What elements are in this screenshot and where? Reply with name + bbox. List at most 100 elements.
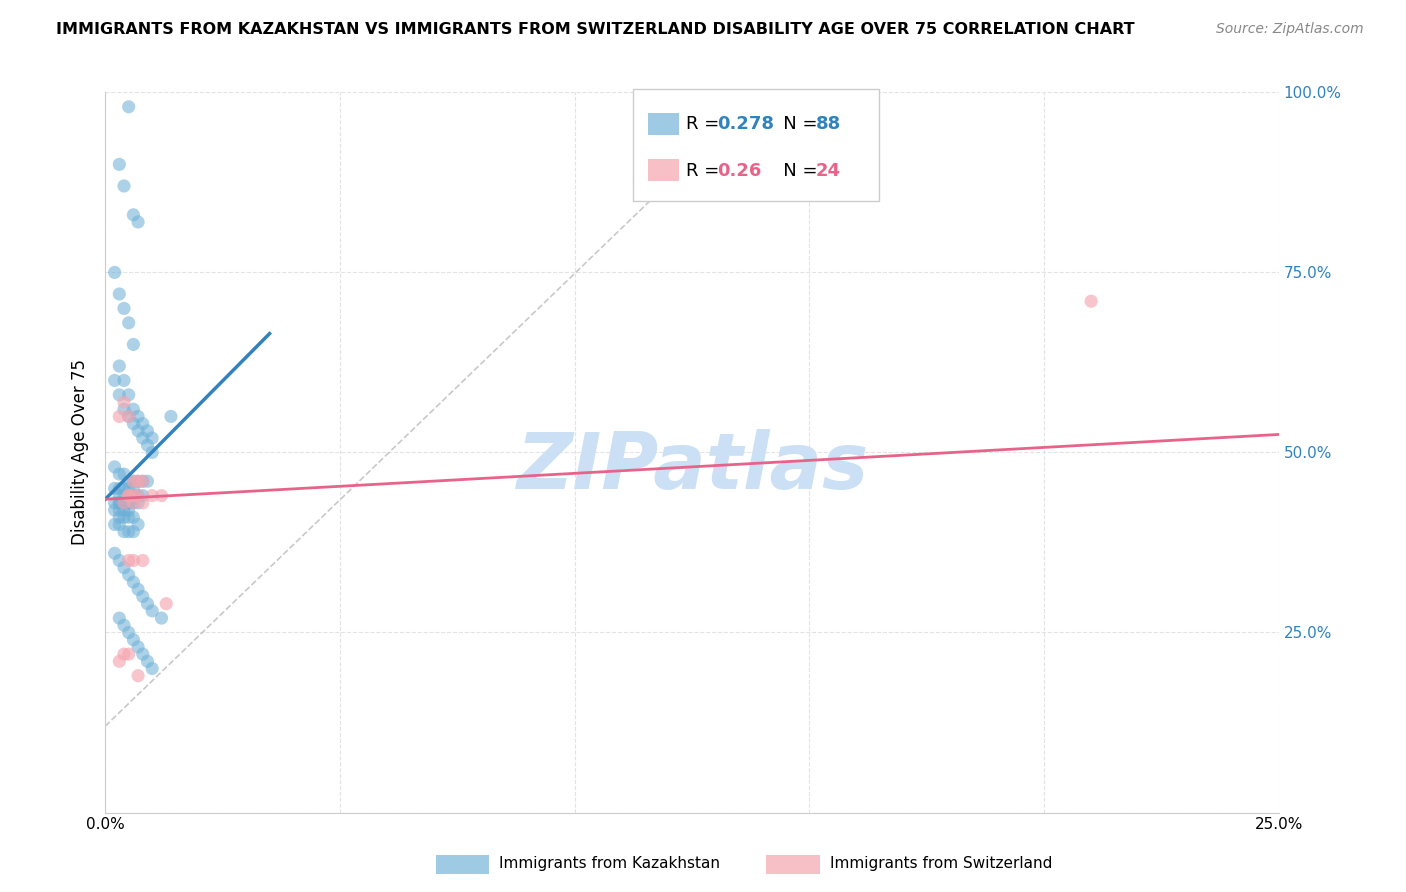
Point (112, 301, 135, 316)
Text: N =: N = (766, 115, 824, 134)
Point (104, 517, 127, 532)
Point (127, 475, 149, 489)
Point (122, 553, 145, 567)
Point (104, 482, 127, 496)
Point (118, 100, 141, 114)
Point (122, 482, 145, 496)
Point (127, 409, 149, 424)
Point (122, 524, 145, 539)
Point (122, 496, 145, 510)
Point (104, 503, 127, 517)
Point (108, 517, 131, 532)
Point (118, 496, 141, 510)
Point (118, 567, 141, 582)
Point (112, 496, 135, 510)
Point (118, 482, 141, 496)
Point (127, 475, 149, 489)
Point (108, 503, 131, 517)
Point (127, 517, 149, 532)
Point (132, 647, 155, 661)
Point (118, 489, 141, 503)
Text: ZIPatlas: ZIPatlas (516, 429, 868, 505)
Point (112, 496, 135, 510)
Point (136, 597, 159, 611)
Point (122, 475, 145, 489)
Text: 0.278: 0.278 (717, 115, 775, 134)
Point (118, 489, 141, 503)
Point (122, 632, 145, 647)
Text: Source: ZipAtlas.com: Source: ZipAtlas.com (1216, 22, 1364, 37)
Point (141, 604, 163, 618)
Point (127, 215, 149, 229)
Text: Immigrants from Kazakhstan: Immigrants from Kazakhstan (499, 856, 720, 871)
Point (118, 625, 141, 640)
Point (132, 417, 155, 431)
Point (127, 582, 149, 597)
Point (108, 553, 131, 567)
Point (122, 496, 145, 510)
Point (104, 459, 127, 474)
Point (108, 359, 131, 373)
Text: 88: 88 (815, 115, 841, 134)
Point (136, 475, 159, 489)
Point (112, 618, 135, 632)
Point (141, 489, 163, 503)
Text: N =: N = (766, 161, 824, 179)
Point (136, 654, 159, 668)
Point (108, 654, 131, 668)
Point (127, 496, 149, 510)
Point (122, 475, 145, 489)
Point (118, 409, 141, 424)
Point (136, 424, 159, 438)
Point (108, 496, 131, 510)
Point (136, 438, 159, 452)
Text: R =: R = (686, 161, 725, 179)
Point (122, 489, 145, 503)
Point (1080, 294, 1102, 309)
Point (112, 179, 135, 194)
Point (141, 661, 163, 675)
Point (118, 647, 141, 661)
Point (112, 402, 135, 417)
Point (118, 388, 141, 402)
Point (118, 489, 141, 503)
Text: R =: R = (686, 115, 725, 134)
Point (112, 496, 135, 510)
Point (112, 560, 135, 574)
Point (104, 265, 127, 279)
Point (118, 475, 141, 489)
Point (112, 482, 135, 496)
Point (112, 373, 135, 387)
Point (127, 669, 149, 683)
Point (118, 510, 141, 524)
Point (132, 475, 155, 489)
Point (127, 489, 149, 503)
Point (108, 157, 131, 171)
Point (132, 489, 155, 503)
Point (108, 482, 131, 496)
Point (122, 575, 145, 590)
Point (160, 409, 183, 424)
Point (122, 417, 145, 431)
Text: 0.26: 0.26 (717, 161, 762, 179)
Point (122, 510, 145, 524)
Point (122, 208, 145, 222)
Point (132, 431, 155, 445)
Point (108, 496, 131, 510)
Point (112, 647, 135, 661)
Point (118, 409, 141, 424)
Point (127, 489, 149, 503)
Point (108, 489, 131, 503)
Point (118, 524, 141, 539)
Point (112, 395, 135, 409)
Point (108, 611, 131, 625)
Point (122, 337, 145, 351)
Point (108, 510, 131, 524)
Point (141, 431, 163, 445)
Point (118, 503, 141, 517)
Point (132, 590, 155, 604)
Point (104, 546, 127, 560)
Point (118, 553, 141, 567)
Point (141, 445, 163, 459)
Point (104, 496, 127, 510)
